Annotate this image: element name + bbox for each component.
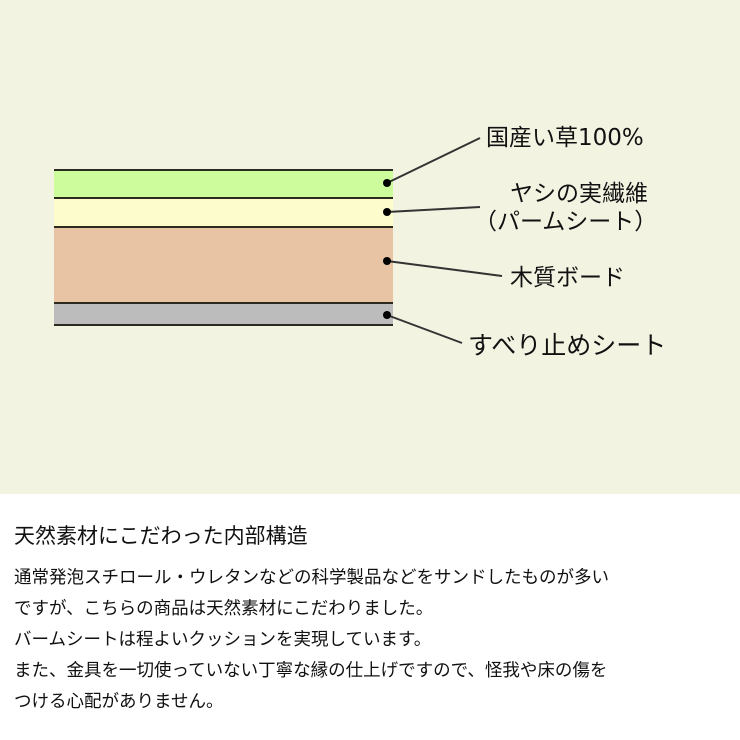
layer-igusa: [54, 169, 393, 199]
label-wood: 木質ボード: [510, 265, 625, 291]
text-line: ですが、こちらの商品は天然素材にこだわりました。: [14, 599, 434, 619]
leader-nonslip: [386, 314, 463, 344]
section-title: 天然素材にこだわった内部構造: [14, 524, 308, 548]
bottom-edge: [54, 324, 393, 326]
layer-palm: [54, 197, 393, 228]
leader-wood: [386, 260, 503, 277]
leader-palm: [386, 206, 481, 213]
diagram-area: 国産い草100% ヤシの実繊維 （パームシート） 木質ボード すべり止めシート: [0, 0, 740, 494]
dot-nonslip: [383, 311, 391, 319]
dot-wood: [383, 257, 391, 265]
text-line: つける心配がありません。: [14, 692, 224, 712]
leader-igusa: [386, 137, 481, 184]
dot-palm: [383, 208, 391, 216]
label-igusa: 国産い草100%: [486, 125, 644, 151]
text-line: バームシートは程よいクッションを実現しています。: [14, 630, 432, 650]
text-line: また、金具を一切使っていない丁寧な縁の仕上げですので、怪我や床の傷を: [14, 661, 608, 681]
label-palm-sub: （パームシート）: [474, 209, 658, 235]
description-text: 通常発泡スチロール・ウレタンなどの科学製品などをサンドしたものが多い ですが、こ…: [14, 563, 609, 718]
leader-lines: [383, 137, 503, 344]
label-nonslip: すべり止めシート: [468, 331, 667, 360]
label-palm: ヤシの実繊維: [510, 181, 648, 207]
layer-wood: [54, 226, 393, 304]
dot-igusa: [383, 179, 391, 187]
layer-nonslip: [54, 302, 393, 324]
text-line: 通常発泡スチロール・ウレタンなどの科学製品などをサンドしたものが多い: [14, 568, 609, 588]
